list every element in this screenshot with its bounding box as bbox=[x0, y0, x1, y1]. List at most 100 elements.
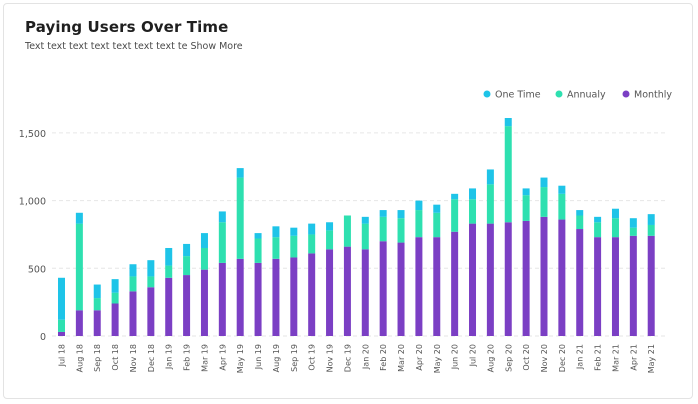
x-tick-label: Sep 20 bbox=[504, 344, 513, 372]
bar-segment-annualy bbox=[308, 234, 316, 254]
bar-segment-monthly bbox=[111, 303, 119, 336]
x-tick-label: Feb 21 bbox=[594, 344, 603, 371]
x-tick-label: Mar 20 bbox=[397, 344, 406, 372]
bar-segment-one-time bbox=[540, 177, 548, 188]
bar-segment-annualy bbox=[200, 247, 208, 270]
bar-segment-annualy bbox=[129, 276, 137, 292]
bar-segment-one-time bbox=[415, 200, 423, 211]
bar-segment-annualy bbox=[290, 235, 298, 258]
x-tick-label: Jan 19 bbox=[165, 344, 174, 370]
bar-segment-monthly bbox=[147, 287, 155, 336]
bar-segment-one-time bbox=[254, 233, 262, 239]
x-tick-label: Jun 19 bbox=[254, 344, 263, 370]
x-tick-label: Dec 19 bbox=[343, 344, 352, 372]
x-tick-label: Jul 20 bbox=[469, 344, 478, 367]
x-tick-label: Nov 19 bbox=[326, 344, 335, 372]
legend-label: Monthly bbox=[634, 90, 672, 101]
x-tick-label: Jan 21 bbox=[576, 344, 585, 370]
bar-segment-monthly bbox=[165, 277, 173, 336]
bar-segment-annualy bbox=[522, 195, 530, 221]
bar-segment-annualy bbox=[111, 292, 119, 304]
bar-segment-monthly bbox=[326, 249, 334, 336]
x-tick-label: Jul 18 bbox=[58, 344, 67, 367]
bar-segment-monthly bbox=[93, 310, 101, 336]
bar-segment-one-time bbox=[361, 216, 369, 224]
bar-segment-monthly bbox=[540, 216, 548, 336]
bar-segment-monthly bbox=[451, 231, 459, 336]
bar-segment-annualy bbox=[379, 216, 387, 242]
x-tick-label: Feb 19 bbox=[183, 344, 192, 371]
bar-segment-annualy bbox=[469, 199, 477, 224]
show-more-link[interactable]: Show More bbox=[190, 41, 243, 52]
bar-segment-annualy bbox=[397, 218, 405, 243]
x-tick-label: Nov 18 bbox=[129, 344, 138, 372]
bar-segment-one-time bbox=[218, 211, 226, 223]
bar-segment-annualy bbox=[93, 298, 101, 311]
y-tick-label: 1,000 bbox=[19, 197, 46, 208]
bar-segment-monthly bbox=[218, 262, 226, 336]
x-tick-label: May 20 bbox=[433, 344, 442, 373]
bar-segment-monthly bbox=[594, 237, 602, 336]
x-tick-label: Aug 19 bbox=[272, 344, 281, 372]
subtitle-text: Text text text text text text text te bbox=[25, 41, 188, 52]
bar-segment-annualy bbox=[343, 215, 351, 247]
bar-segment-annualy bbox=[611, 218, 619, 238]
bar-segment-one-time bbox=[290, 227, 298, 236]
x-tick-label: Apr 20 bbox=[415, 344, 424, 371]
x-tick-label: Oct 18 bbox=[111, 344, 120, 371]
bar-segment-monthly bbox=[469, 223, 477, 336]
bar-segment-one-time bbox=[75, 212, 83, 224]
x-tick-label: Apr 19 bbox=[218, 344, 227, 371]
bar-segment-annualy bbox=[594, 222, 602, 238]
x-tick-label: Nov 20 bbox=[540, 344, 549, 372]
bar-segment-one-time bbox=[58, 277, 65, 320]
bar-segment-monthly bbox=[290, 257, 298, 336]
bar-segment-monthly bbox=[647, 235, 655, 336]
bar-segment-one-time bbox=[594, 216, 602, 223]
bar-segment-monthly bbox=[200, 269, 208, 336]
bar-segment-annualy bbox=[254, 238, 262, 263]
bar-segment-one-time bbox=[129, 264, 137, 277]
bar-segment-monthly bbox=[308, 253, 316, 336]
bar-segment-monthly bbox=[415, 237, 423, 336]
bar-segment-one-time bbox=[93, 284, 101, 299]
bar-segment-monthly bbox=[558, 219, 566, 336]
x-tick-label: Apr 21 bbox=[629, 344, 638, 371]
bar-segment-one-time bbox=[379, 210, 387, 217]
y-tick-label: 500 bbox=[28, 264, 46, 275]
bar-segment-annualy bbox=[647, 224, 655, 236]
bar-segment-monthly bbox=[379, 241, 387, 336]
bar-segment-monthly bbox=[397, 242, 405, 336]
bar-segment-annualy bbox=[183, 256, 191, 276]
bar-segment-monthly bbox=[522, 220, 530, 336]
x-tick-label: Jun 20 bbox=[451, 344, 460, 370]
x-tick-label: Jan 20 bbox=[361, 344, 370, 370]
x-tick-label: Aug 20 bbox=[486, 344, 495, 372]
bar-segment-monthly bbox=[58, 331, 65, 336]
bar-segment-one-time bbox=[647, 214, 655, 225]
bar-segment-one-time bbox=[272, 226, 280, 238]
bar-segment-monthly bbox=[75, 310, 83, 336]
x-tick-label: Dec 20 bbox=[558, 344, 567, 372]
x-tick-label: May 21 bbox=[647, 344, 656, 373]
bar-segment-monthly bbox=[272, 258, 280, 336]
bar-segment-monthly bbox=[433, 237, 441, 336]
y-tick-label: 0 bbox=[40, 332, 46, 343]
bar-segment-one-time bbox=[486, 169, 494, 185]
bar-segment-monthly bbox=[504, 222, 512, 336]
y-tick-label: 1,500 bbox=[19, 129, 46, 140]
bar-segment-one-time bbox=[576, 210, 584, 216]
bar-segment-monthly bbox=[183, 275, 191, 336]
bar-segment-one-time bbox=[200, 233, 208, 248]
bar-segment-monthly bbox=[611, 237, 619, 336]
bar-segment-annualy bbox=[486, 184, 494, 224]
chart-subtitle: Text text text text text text text te Sh… bbox=[25, 41, 243, 52]
bar-segment-annualy bbox=[629, 227, 637, 236]
bar-segment-one-time bbox=[504, 118, 512, 127]
bar-segment-monthly bbox=[254, 262, 262, 336]
bar-segment-monthly bbox=[236, 258, 244, 336]
bar-segment-annualy bbox=[451, 199, 459, 232]
bar-segment-annualy bbox=[218, 222, 226, 263]
bar-segment-annualy bbox=[272, 237, 280, 259]
bar-segment-annualy bbox=[433, 212, 441, 238]
